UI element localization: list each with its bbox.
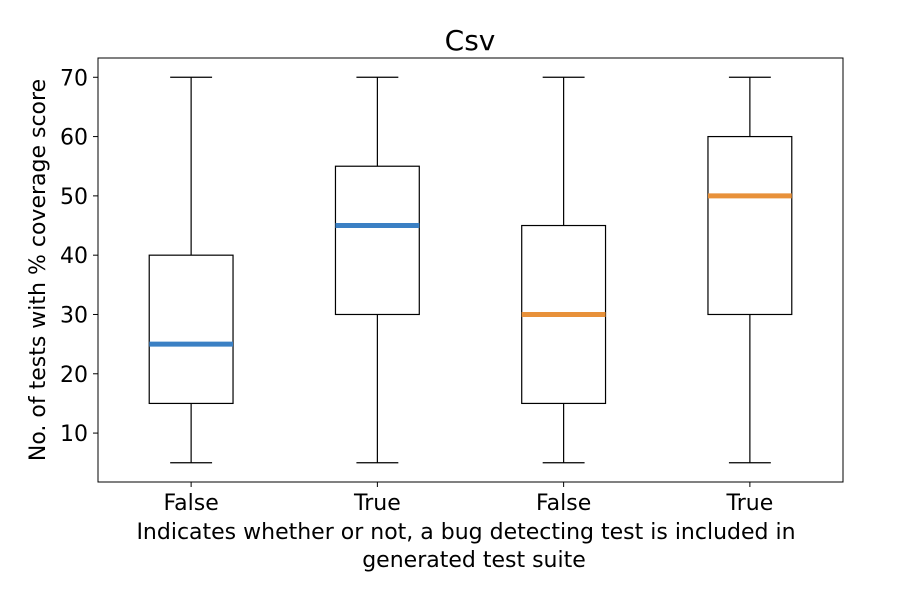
box-group — [334, 76, 420, 464]
box-iqr — [148, 254, 234, 405]
x-tick-label: False — [164, 491, 219, 516]
boxes-layer — [148, 76, 793, 464]
x-tick-label: True — [353, 491, 401, 516]
box-group — [148, 76, 234, 464]
y-tick-label: 70 — [60, 66, 88, 91]
x-tick-label: True — [726, 491, 774, 516]
x-axis-label-line-1: Indicates whether or not, a bug detectin… — [136, 520, 795, 545]
y-tick-label: 30 — [60, 303, 88, 328]
y-tick-label: 10 — [60, 422, 88, 447]
y-tick-label: 20 — [60, 363, 88, 388]
y-tick-label: 60 — [60, 126, 88, 151]
axes-layer: False True False True 10 20 30 40 50 60 70 — [60, 57, 844, 516]
chart-title: Csv — [445, 24, 496, 57]
box-iqr — [334, 165, 420, 316]
box-group — [707, 76, 793, 464]
y-tick-label: 50 — [60, 185, 88, 210]
plot-frame — [97, 57, 844, 483]
box-group — [521, 76, 607, 464]
x-axis-label-line-2: generated test suite — [362, 548, 586, 573]
box-iqr — [707, 135, 793, 316]
y-axis-label: No. of tests with % coverage score — [26, 79, 51, 461]
y-tick-label: 40 — [60, 244, 88, 269]
x-tick-label: False — [536, 491, 591, 516]
